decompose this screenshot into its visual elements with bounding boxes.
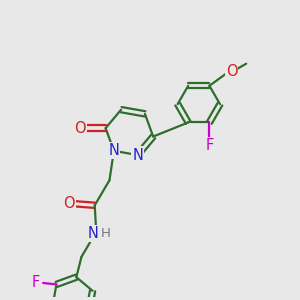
Text: N: N <box>132 148 143 163</box>
Text: O: O <box>74 121 86 136</box>
Text: F: F <box>32 275 40 290</box>
Text: N: N <box>87 226 98 241</box>
Text: H: H <box>101 227 111 240</box>
Text: F: F <box>205 138 214 153</box>
Text: O: O <box>63 196 75 211</box>
Text: O: O <box>226 64 237 79</box>
Text: N: N <box>108 143 119 158</box>
